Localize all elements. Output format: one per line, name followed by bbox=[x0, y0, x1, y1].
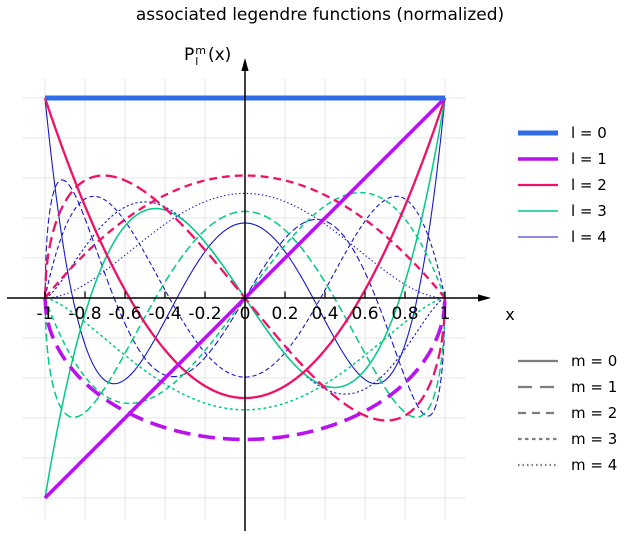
axes bbox=[7, 58, 491, 531]
curve-l4-m2 bbox=[44, 195, 446, 378]
y-axis-label-superscript: m bbox=[195, 44, 206, 57]
y-axis-label-scripts: m l bbox=[195, 45, 206, 67]
x-tick-label: 0.2 bbox=[271, 304, 299, 324]
legend-label: l = 0 bbox=[571, 124, 607, 142]
chart-title: associated legendre functions (normalize… bbox=[135, 5, 505, 25]
curve-l2-m2 bbox=[44, 174, 446, 299]
legend-line-sample bbox=[518, 157, 558, 161]
legend-m-item-2: m = 2 bbox=[517, 400, 617, 426]
legend-l-item-0: l = 0 bbox=[517, 120, 607, 146]
x-tick-label: 0 bbox=[239, 304, 251, 324]
y-axis-label-base: P bbox=[184, 45, 195, 65]
legend-l: l = 0 l = 1 l = 2 l = 3 l = 4 bbox=[517, 120, 607, 250]
legend-line-sample bbox=[518, 210, 558, 212]
y-axis-label: P m l (x) bbox=[184, 45, 231, 67]
legend-m-item-4: m = 4 bbox=[517, 452, 617, 478]
legend-line-sample bbox=[518, 359, 558, 363]
legend-m-item-0: m = 0 bbox=[517, 348, 617, 374]
legend-label: l = 1 bbox=[571, 150, 607, 168]
curve-l1-m1 bbox=[43, 297, 447, 442]
legend-label: l = 4 bbox=[571, 228, 607, 246]
x-tick-label: 0.8 bbox=[391, 304, 419, 324]
x-tick-label: -0.4 bbox=[148, 304, 182, 324]
legend-label: m = 3 bbox=[571, 430, 618, 448]
legend-line-sample bbox=[518, 236, 558, 238]
legend-l-item-3: l = 3 bbox=[517, 198, 607, 224]
legend-label: m = 4 bbox=[571, 456, 618, 474]
x-axis-arrowhead-icon bbox=[478, 294, 491, 302]
legend-line-sample bbox=[518, 411, 558, 415]
x-tick-label: 0.4 bbox=[311, 304, 339, 324]
x-tick-label: 0.6 bbox=[351, 304, 379, 324]
legend-label: m = 1 bbox=[571, 378, 618, 396]
x-tick-label: -0.2 bbox=[188, 304, 222, 324]
legend-m-item-1: m = 1 bbox=[517, 374, 617, 400]
y-axis-arrowhead-icon bbox=[241, 58, 249, 71]
y-axis-label-argument: (x) bbox=[207, 45, 232, 65]
legend-line-sample bbox=[518, 437, 558, 441]
legend-m: m = 0 m = 1 m = 2 m = 3 m = 4 bbox=[517, 348, 617, 478]
x-axis-label: x bbox=[505, 305, 515, 324]
legend-m-item-3: m = 3 bbox=[517, 426, 617, 452]
legend-line-sample bbox=[518, 463, 558, 467]
legend-l-item-4: l = 4 bbox=[517, 224, 607, 250]
legend-line-sample bbox=[518, 183, 558, 187]
legend-line-sample bbox=[518, 385, 558, 389]
legend-label: m = 2 bbox=[571, 404, 618, 422]
legend-l-item-2: l = 2 bbox=[517, 172, 607, 198]
legend-l-item-1: l = 1 bbox=[517, 146, 607, 172]
legend-line-sample bbox=[518, 130, 558, 136]
y-axis-label-subscript: l bbox=[195, 55, 199, 68]
legend-label: m = 0 bbox=[571, 352, 618, 370]
x-tick-label: -1 bbox=[36, 304, 54, 324]
legend-label: l = 3 bbox=[571, 202, 607, 220]
x-tick-label: 1 bbox=[439, 304, 451, 324]
x-tick-label: -0.8 bbox=[68, 304, 102, 324]
x-tick-label: -0.6 bbox=[108, 304, 142, 324]
grid bbox=[22, 78, 466, 520]
legend-label: l = 2 bbox=[571, 176, 607, 194]
